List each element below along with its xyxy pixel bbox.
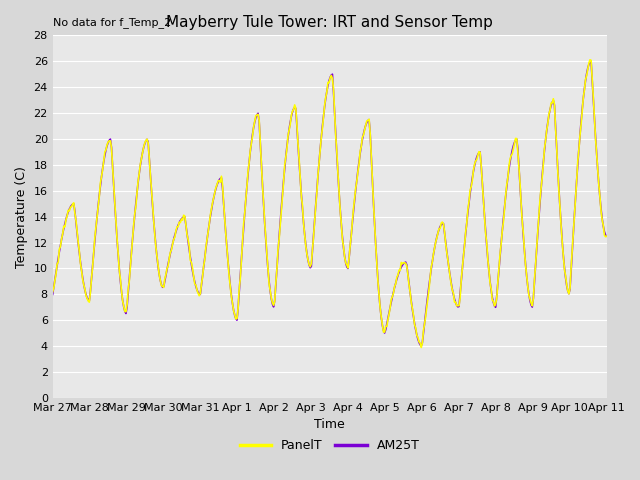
Legend: PanelT, AM25T: PanelT, AM25T bbox=[235, 434, 424, 457]
X-axis label: Time: Time bbox=[314, 419, 345, 432]
Text: No data for f_Temp_2: No data for f_Temp_2 bbox=[52, 17, 171, 28]
Y-axis label: Temperature (C): Temperature (C) bbox=[15, 166, 28, 267]
Title: Mayberry Tule Tower: IRT and Sensor Temp: Mayberry Tule Tower: IRT and Sensor Temp bbox=[166, 15, 493, 30]
